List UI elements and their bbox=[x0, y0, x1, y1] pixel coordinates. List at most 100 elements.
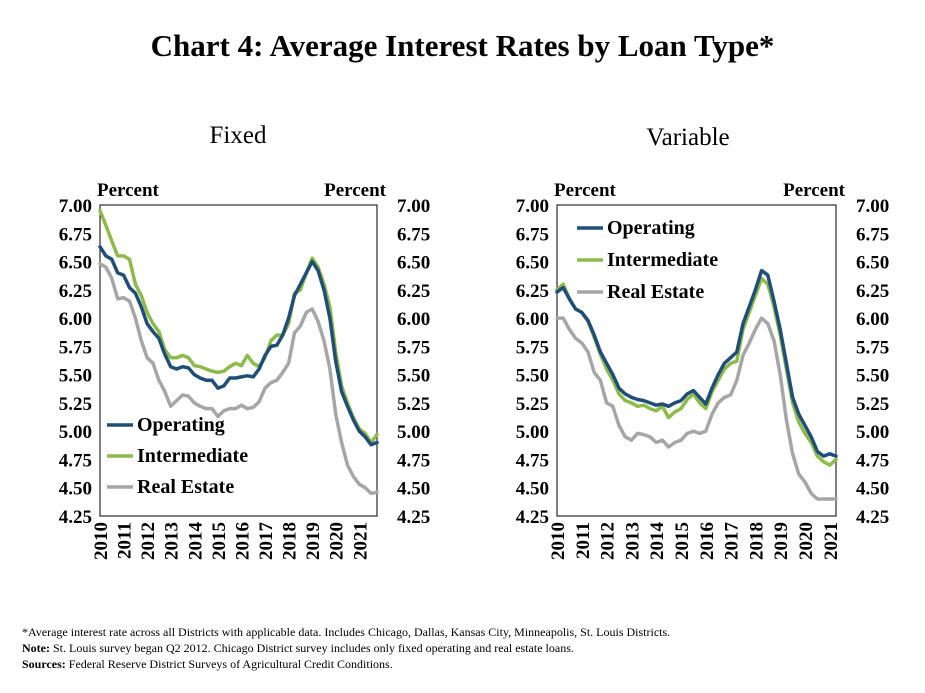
series-line-real-estate-variable bbox=[555, 316, 838, 501]
y-tick-left-variable: 6.25 bbox=[516, 281, 549, 302]
x-tick-fixed: 2019 bbox=[303, 522, 324, 560]
x-tick-variable: 2019 bbox=[771, 522, 792, 560]
panel-title-variable: Variable bbox=[646, 124, 729, 151]
y-tick-left-fixed: 5.75 bbox=[59, 337, 92, 358]
y-tick-right-variable: 5.25 bbox=[856, 394, 889, 415]
y-tick-left-variable: 4.25 bbox=[516, 507, 549, 528]
x-tick-variable: 2013 bbox=[622, 522, 643, 560]
x-tick-variable: 2021 bbox=[821, 522, 842, 560]
series-line-real-estate-fixed bbox=[98, 262, 379, 496]
x-tick-fixed: 2013 bbox=[162, 522, 183, 560]
footnote-sources: Sources: Federal Reserve District Survey… bbox=[22, 656, 670, 672]
x-tick-fixed: 2010 bbox=[91, 522, 112, 560]
note-label: Note: bbox=[22, 641, 50, 655]
y-tick-right-variable: 6.50 bbox=[856, 253, 889, 274]
x-tick-fixed: 2020 bbox=[327, 522, 348, 560]
y-tick-left-fixed: 7.00 bbox=[59, 196, 92, 217]
y-tick-right-variable: 5.00 bbox=[856, 422, 889, 443]
sources-label: Sources: bbox=[22, 657, 66, 671]
y-tick-right-variable: 4.50 bbox=[856, 479, 889, 500]
y-tick-left-variable: 6.75 bbox=[516, 224, 549, 245]
x-tick-fixed: 2021 bbox=[350, 522, 371, 560]
y-tick-left-variable: 4.75 bbox=[516, 450, 549, 471]
y-tick-left-fixed: 4.75 bbox=[59, 450, 92, 471]
y-tick-left-fixed: 5.50 bbox=[59, 366, 92, 387]
x-tick-variable: 2017 bbox=[722, 522, 743, 561]
y-tick-left-variable: 6.50 bbox=[516, 253, 549, 274]
ylabel-right-variable: Percent bbox=[783, 180, 846, 201]
y-tick-right-fixed: 6.00 bbox=[397, 309, 430, 330]
y-tick-right-fixed: 6.50 bbox=[397, 253, 430, 274]
y-tick-left-variable: 5.75 bbox=[516, 337, 549, 358]
x-tick-variable: 2012 bbox=[598, 522, 619, 560]
legend-label-real-estate-variable: Real Estate bbox=[607, 281, 704, 303]
y-tick-left-fixed: 6.75 bbox=[59, 224, 92, 245]
x-tick-fixed: 2014 bbox=[185, 522, 206, 561]
y-tick-left-fixed: 5.25 bbox=[59, 394, 92, 415]
x-tick-fixed: 2016 bbox=[232, 522, 253, 560]
series-line-intermediate-variable bbox=[555, 276, 838, 467]
y-tick-left-fixed: 6.00 bbox=[59, 309, 92, 330]
y-tick-left-fixed: 4.25 bbox=[59, 507, 92, 528]
y-tick-right-fixed: 6.75 bbox=[397, 224, 430, 245]
legend-label-intermediate-fixed: Intermediate bbox=[137, 445, 248, 467]
x-tick-fixed: 2012 bbox=[138, 522, 159, 560]
x-tick-variable: 2020 bbox=[796, 522, 817, 560]
y-tick-left-fixed: 5.00 bbox=[59, 422, 92, 443]
sources-text: Federal Reserve District Surveys of Agri… bbox=[65, 657, 393, 671]
y-tick-right-fixed: 7.00 bbox=[397, 196, 430, 217]
footnotes: *Average interest rate across all Distri… bbox=[22, 624, 670, 672]
legend-label-real-estate-fixed: Real Estate bbox=[137, 476, 234, 498]
chart-title: Chart 4: Average Interest Rates by Loan … bbox=[150, 28, 775, 63]
y-tick-right-fixed: 6.25 bbox=[397, 281, 430, 302]
y-tick-right-fixed: 4.25 bbox=[397, 507, 430, 528]
y-tick-right-variable: 7.00 bbox=[856, 196, 889, 217]
y-tick-right-fixed: 5.00 bbox=[397, 422, 430, 443]
ylabel-right-fixed: Percent bbox=[324, 180, 387, 201]
y-tick-right-fixed: 5.75 bbox=[397, 337, 430, 358]
y-tick-left-variable: 5.00 bbox=[516, 422, 549, 443]
x-tick-fixed: 2017 bbox=[256, 522, 277, 561]
y-tick-left-variable: 4.50 bbox=[516, 479, 549, 500]
y-tick-right-variable: 5.50 bbox=[856, 366, 889, 387]
y-tick-right-variable: 4.25 bbox=[856, 507, 889, 528]
note-text: St. Louis survey began Q2 2012. Chicago … bbox=[49, 641, 574, 655]
legend-label-operating-variable: Operating bbox=[607, 217, 695, 239]
y-tick-left-fixed: 6.25 bbox=[59, 281, 92, 302]
y-tick-right-variable: 6.25 bbox=[856, 281, 889, 302]
series-line-operating-variable bbox=[555, 268, 838, 458]
y-tick-left-variable: 7.00 bbox=[516, 196, 549, 217]
x-tick-variable: 2016 bbox=[697, 522, 718, 560]
y-tick-right-fixed: 4.50 bbox=[397, 479, 430, 500]
y-tick-right-variable: 4.75 bbox=[856, 450, 889, 471]
x-tick-variable: 2015 bbox=[672, 522, 693, 560]
plot-frame-variable bbox=[556, 204, 837, 517]
y-tick-right-variable: 6.75 bbox=[856, 224, 889, 245]
footnote-asterisk: *Average interest rate across all Distri… bbox=[22, 625, 671, 639]
x-tick-variable: 2011 bbox=[573, 522, 594, 559]
y-tick-left-variable: 6.00 bbox=[516, 309, 549, 330]
y-tick-right-fixed: 4.75 bbox=[397, 450, 430, 471]
plot-frame-fixed bbox=[99, 204, 378, 517]
x-tick-variable: 2018 bbox=[746, 522, 767, 560]
legend-label-intermediate-variable: Intermediate bbox=[607, 249, 718, 271]
legend-label-operating-fixed: Operating bbox=[137, 414, 225, 436]
x-tick-fixed: 2011 bbox=[115, 522, 136, 559]
y-tick-right-variable: 6.00 bbox=[856, 309, 889, 330]
panel-title-fixed: Fixed bbox=[210, 122, 267, 149]
x-tick-fixed: 2015 bbox=[209, 522, 230, 560]
y-tick-left-fixed: 4.50 bbox=[59, 479, 92, 500]
footnote-note: Note: St. Louis survey began Q2 2012. Ch… bbox=[22, 640, 670, 656]
y-tick-left-variable: 5.50 bbox=[516, 366, 549, 387]
y-tick-right-fixed: 5.50 bbox=[397, 366, 430, 387]
ylabel-left-fixed: Percent bbox=[97, 180, 160, 201]
series-line-operating-fixed bbox=[98, 245, 379, 447]
ylabel-left-variable: Percent bbox=[554, 180, 617, 201]
x-tick-variable: 2014 bbox=[647, 522, 668, 561]
x-tick-variable: 2010 bbox=[548, 522, 569, 560]
y-tick-left-fixed: 6.50 bbox=[59, 253, 92, 274]
y-tick-right-variable: 5.75 bbox=[856, 337, 889, 358]
